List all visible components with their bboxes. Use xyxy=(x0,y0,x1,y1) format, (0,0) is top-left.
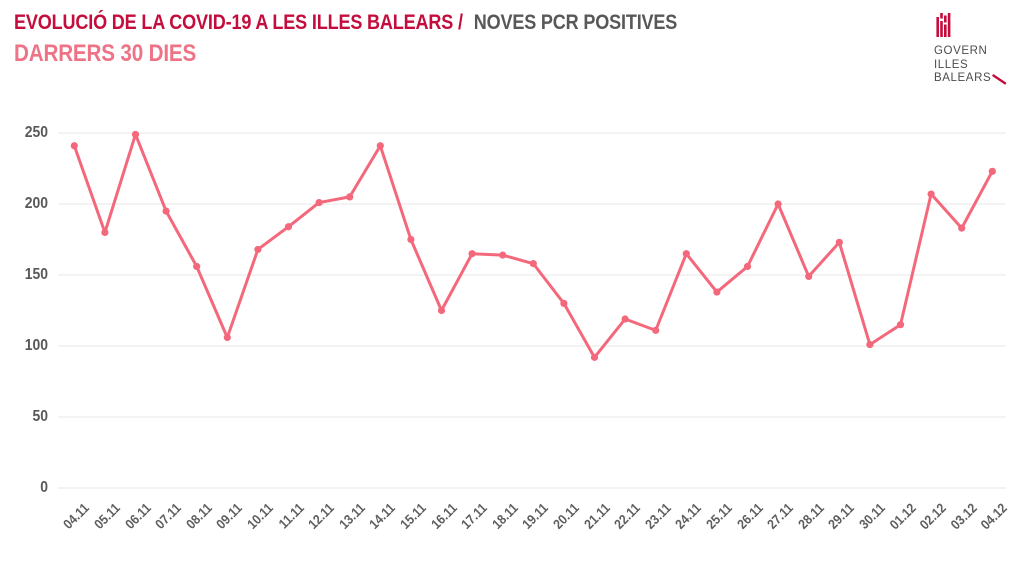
series-line xyxy=(72,132,994,359)
data-point-23.11 xyxy=(652,326,660,334)
data-point-09.11 xyxy=(223,333,231,342)
data-point-10.11 xyxy=(254,245,262,254)
page-title-secondary: NOVES PCR POSITIVES xyxy=(473,11,678,34)
data-point-14.11 xyxy=(376,142,384,150)
data-point-13.11 xyxy=(346,193,354,201)
data-point-17.11 xyxy=(468,250,476,258)
data-point-29.11 xyxy=(835,238,843,246)
logo-slash-icon xyxy=(992,73,1007,84)
data-point-21.11 xyxy=(590,353,599,361)
data-point-03.12 xyxy=(958,224,966,232)
data-point-02.12 xyxy=(927,190,935,198)
data-point-15.11 xyxy=(407,235,415,244)
y-tick-label-200: 200 xyxy=(24,195,48,212)
page-subtitle: DARRERS 30 DIES xyxy=(14,40,197,67)
page-title-primary: EVOLUCIÓ DE LA COVID-19 A LES ILLES BALE… xyxy=(14,11,463,34)
data-point-25.11 xyxy=(713,288,721,296)
logo-wordmark: GOVERN ILLES BALEARS xyxy=(934,45,1020,86)
data-point-01.12 xyxy=(896,321,905,329)
data-point-26.11 xyxy=(743,262,752,271)
data-point-04.12 xyxy=(988,167,996,175)
data-point-18.11 xyxy=(499,251,507,259)
data-point-19.11 xyxy=(529,260,537,268)
y-tick-label-150: 150 xyxy=(24,266,48,283)
data-point-20.11 xyxy=(560,299,568,307)
data-point-11.11 xyxy=(284,223,293,231)
govern-illes-balears-logo: GOVERN ILLES BALEARS xyxy=(934,13,1020,86)
data-point-12.11 xyxy=(315,198,323,207)
y-tick-label-50: 50 xyxy=(32,408,48,425)
logo-line-2: ILLES xyxy=(934,58,969,71)
data-point-30.11 xyxy=(866,340,874,349)
data-point-24.11 xyxy=(682,250,690,258)
data-point-06.11 xyxy=(131,130,140,139)
data-point-22.11 xyxy=(621,315,629,323)
logo-line-1: GOVERN xyxy=(934,45,988,57)
y-tick-label-250: 250 xyxy=(24,124,48,141)
data-point-16.11 xyxy=(437,306,446,315)
data-point-05.11 xyxy=(101,228,109,236)
y-tick-label-0: 0 xyxy=(40,479,48,496)
y-tick-label-100: 100 xyxy=(24,337,48,354)
data-point-28.11 xyxy=(805,272,813,281)
data-point-07.11 xyxy=(162,207,170,215)
balearic-shield-icon xyxy=(936,13,951,37)
data-point-27.11 xyxy=(774,200,782,208)
data-point-08.11 xyxy=(193,262,201,271)
logo-line-3: BALEARS xyxy=(934,72,992,84)
data-point-04.11 xyxy=(70,142,78,150)
page-title: EVOLUCIÓ DE LA COVID-19 A LES ILLES BALE… xyxy=(14,11,677,35)
